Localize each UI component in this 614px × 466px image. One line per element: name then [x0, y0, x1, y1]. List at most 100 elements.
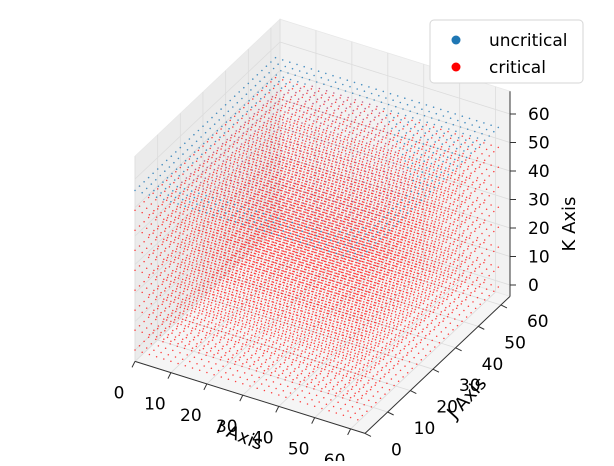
critical-point [194, 251, 196, 253]
critical-point [329, 274, 331, 276]
critical-point [321, 328, 323, 330]
critical-point [251, 295, 253, 297]
critical-point [328, 179, 330, 181]
critical-point [182, 358, 184, 360]
critical-point [261, 343, 263, 345]
critical-point [447, 256, 449, 258]
critical-point [287, 323, 289, 325]
critical-point [227, 281, 229, 283]
critical-point [218, 350, 220, 352]
critical-point [349, 186, 351, 188]
critical-point [320, 373, 322, 375]
critical-point [216, 238, 218, 240]
critical-point [341, 212, 343, 214]
critical-point [202, 291, 204, 293]
critical-point [244, 332, 246, 334]
critical-point [434, 261, 436, 263]
critical-point [345, 384, 347, 386]
critical-point [217, 290, 219, 292]
critical-point [493, 251, 495, 253]
critical-point [413, 339, 415, 341]
critical-point [217, 247, 219, 249]
critical-point [203, 328, 205, 330]
critical-point [213, 311, 215, 313]
critical-point [228, 319, 230, 321]
critical-point [386, 363, 388, 365]
critical-point [387, 294, 389, 296]
critical-point [227, 361, 229, 363]
critical-point [171, 253, 173, 255]
critical-point [346, 353, 348, 355]
critical-point [400, 324, 402, 326]
critical-point [402, 316, 404, 318]
critical-point [185, 240, 187, 242]
critical-point [257, 302, 259, 304]
critical-point [321, 325, 323, 327]
critical-point [270, 249, 272, 251]
critical-point [297, 335, 299, 337]
critical-point [373, 219, 375, 221]
critical-point [263, 372, 265, 374]
critical-point [352, 406, 354, 408]
critical-point [266, 299, 268, 301]
critical-point [434, 204, 436, 206]
critical-point [378, 363, 380, 365]
critical-point [361, 204, 363, 206]
critical-point [303, 282, 305, 284]
critical-point [307, 312, 309, 314]
critical-point [340, 214, 342, 216]
critical-point [429, 313, 431, 315]
critical-point [414, 251, 416, 253]
critical-point [225, 267, 227, 269]
critical-point [220, 359, 222, 361]
critical-point [239, 376, 241, 378]
critical-point [152, 312, 154, 314]
critical-point [143, 321, 145, 323]
critical-point [429, 273, 431, 275]
critical-point [309, 307, 311, 309]
critical-point [276, 320, 278, 322]
critical-point [383, 376, 385, 378]
critical-point [285, 274, 287, 276]
critical-point [372, 358, 374, 360]
critical-point [176, 328, 178, 330]
critical-point [318, 318, 320, 320]
critical-point [422, 288, 424, 290]
critical-point [216, 275, 218, 277]
critical-point [285, 314, 287, 316]
critical-point [179, 292, 181, 294]
critical-point [368, 340, 370, 342]
critical-point [254, 335, 256, 337]
critical-point [294, 368, 296, 370]
critical-point [228, 339, 230, 341]
critical-point [422, 328, 424, 330]
critical-point [200, 236, 202, 238]
critical-point [466, 256, 468, 258]
critical-point [262, 355, 264, 357]
critical-point [365, 356, 367, 358]
critical-point [229, 350, 231, 352]
critical-point [257, 277, 259, 279]
critical-point [257, 262, 259, 264]
critical-point [307, 298, 309, 300]
critical-point [193, 339, 195, 341]
critical-point [333, 320, 335, 322]
critical-point [318, 384, 320, 386]
critical-point [175, 311, 177, 313]
critical-point [183, 310, 185, 312]
critical-point [171, 315, 173, 317]
critical-point [234, 324, 236, 326]
critical-point [257, 322, 259, 324]
critical-point [301, 327, 303, 329]
critical-point [289, 295, 291, 297]
critical-point [295, 322, 297, 324]
critical-point [325, 261, 327, 263]
critical-point [278, 240, 280, 242]
critical-point [312, 351, 314, 353]
critical-point [434, 224, 436, 226]
critical-point [372, 210, 374, 212]
critical-point [148, 297, 150, 299]
critical-point [414, 269, 416, 271]
critical-point [328, 333, 330, 335]
critical-point [315, 255, 317, 257]
